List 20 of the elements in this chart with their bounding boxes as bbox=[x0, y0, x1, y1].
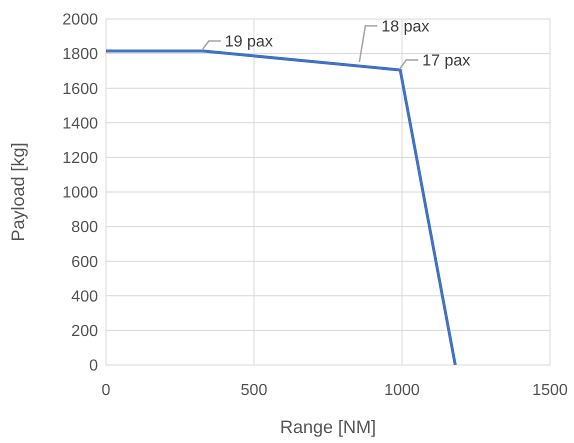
y-tick-label: 1400 bbox=[62, 115, 98, 132]
y-tick-label: 2000 bbox=[62, 12, 98, 29]
y-tick-label: 1800 bbox=[62, 46, 98, 64]
y-axis-title: Payload [kg] bbox=[8, 142, 28, 242]
y-tick-label: 400 bbox=[71, 288, 98, 306]
y-tick-label: 800 bbox=[71, 219, 98, 236]
x-tick-label: 0 bbox=[102, 382, 111, 399]
y-tick-label: 600 bbox=[71, 254, 98, 271]
annotation: 17 pax bbox=[422, 52, 470, 70]
x-tick-label: 500 bbox=[240, 382, 268, 399]
y-tick-label: 0 bbox=[89, 358, 98, 375]
annotation: 18 pax bbox=[381, 18, 430, 36]
y-tick-label: 1600 bbox=[62, 80, 98, 98]
x-tick-label: 1500 bbox=[532, 382, 568, 399]
y-tick-label: 1200 bbox=[62, 150, 98, 167]
annotation: 19 pax bbox=[224, 34, 273, 51]
y-tick-label: 200 bbox=[71, 323, 98, 340]
x-axis-title: Range [NM] bbox=[280, 417, 376, 437]
x-tick-label: 1000 bbox=[384, 382, 420, 399]
y-tick-label: 1000 bbox=[62, 184, 98, 202]
